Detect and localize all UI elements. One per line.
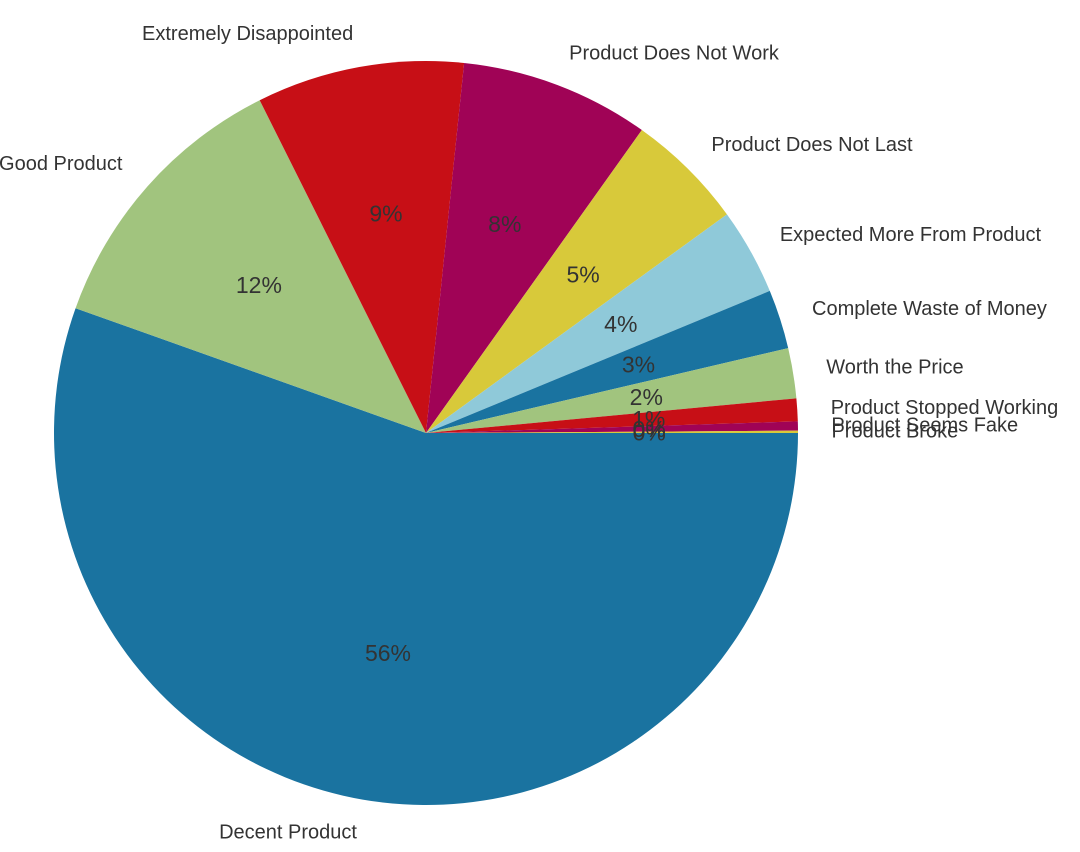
category-label-worth-the-price: Worth the Price [826,357,963,379]
percent-label-complete-waste-of-money: 3% [622,352,655,378]
pie-slice-good-product [75,100,426,434]
percent-label-good-product: 12% [236,272,282,298]
category-label-product-does-not-last: Product Does Not Last [711,134,913,156]
pie-slice-expected-more-from-product [426,214,770,433]
category-label-product-does-not-work: Product Does Not Work [569,43,780,65]
category-label-good-product: Good Product [0,153,123,175]
percent-label-product-does-not-last: 5% [566,261,599,287]
category-labels: Decent Product Good Product Extremely Disa… [0,23,1058,843]
category-label-complete-waste-of-money: Complete Waste of Money [812,298,1047,320]
pie-slice-extremely-disappointed [259,61,465,434]
category-label-extremely-disappointed: Extremely Disappointed [142,23,353,45]
percent-label-worth-the-price: 2% [630,384,663,410]
pie-slice-worth-the-price [426,348,797,433]
pie-slices [54,61,798,805]
percent-label-extremely-disappointed: 9% [369,200,402,226]
percent-label-product-seems-fake: 0% [633,416,666,442]
category-label-product-stopped-working: Product Stopped Working [831,397,1059,419]
percent-label-product-stopped-working: 1% [632,406,665,432]
percent-label-product-broke: 0% [633,419,666,445]
pie-slice-complete-waste-of-money [426,290,789,433]
pie-slice-decent-product [54,308,798,805]
percent-label-product-does-not-work: 8% [488,211,521,237]
percent-labels: 56%12%9% 8%5%4%3%2%1%0%0% [236,200,666,666]
pie-slice-product-stopped-working [426,398,798,433]
pie-slice-product-does-not-last [426,130,727,433]
category-label-product-seems-fake: Product Seems Fake [831,414,1018,436]
percent-label-decent-product: 56% [365,640,411,666]
category-label-expected-more-from-product: Expected More From Product [780,224,1042,246]
category-label-decent-product: Decent Product [219,822,357,844]
pie-slice-product-broke [426,430,798,433]
pie-slice-product-seems-fake [426,421,798,433]
pie-slice-product-does-not-work [426,62,642,434]
percent-label-expected-more-from-product: 4% [604,311,637,337]
category-label-product-broke: Product Broke [831,421,958,443]
